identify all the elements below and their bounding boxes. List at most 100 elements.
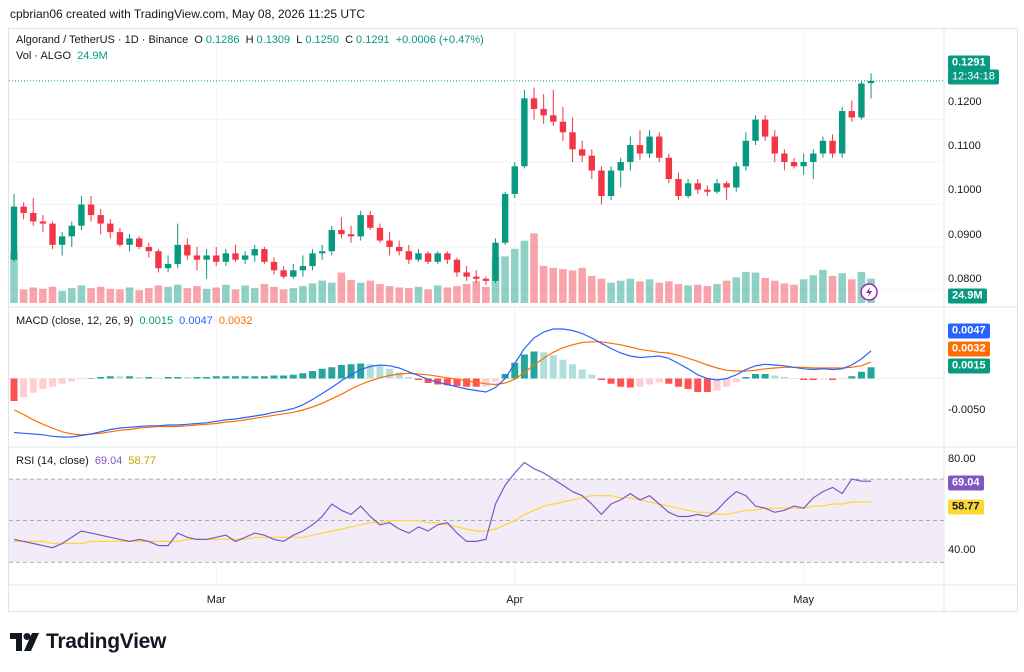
candle-body — [453, 259, 461, 273]
volume-bar — [270, 286, 278, 303]
macd-histogram-bar — [501, 374, 509, 379]
macd-histogram-bar — [366, 364, 374, 379]
volume-bar — [202, 288, 211, 303]
macd-histogram-bar — [29, 378, 37, 393]
candle-body — [733, 166, 740, 188]
volume-bar — [819, 269, 827, 303]
macd-histogram-bar — [87, 378, 95, 379]
macd-histogram-bar — [58, 378, 66, 384]
macd-label: MACD (close, 12, 26, 9) — [16, 315, 134, 327]
macd-histogram-bar — [597, 378, 605, 380]
volume-bar — [626, 278, 635, 303]
volume-bar — [559, 269, 567, 303]
volume-bar — [395, 287, 403, 303]
macd-histogram-bar — [405, 377, 413, 379]
x-axis-label-mar: Mar — [206, 594, 226, 606]
candle-body — [49, 223, 56, 245]
volume-bar — [125, 287, 134, 303]
candle-body — [270, 261, 278, 271]
chart-frame[interactable] — [8, 28, 1018, 612]
candle-body — [20, 206, 27, 213]
candle-body — [68, 225, 75, 237]
macd-histogram-bar — [154, 377, 162, 379]
brand-name: TradingView — [46, 630, 167, 653]
candle-body — [694, 183, 701, 190]
volume-bar — [173, 284, 182, 303]
macd-hist-tag: 0.0015 — [948, 358, 990, 374]
candle-body — [675, 179, 682, 196]
candle-body — [704, 189, 711, 192]
volume-bar — [58, 290, 66, 303]
candle-body — [482, 278, 490, 281]
candle-body — [10, 206, 18, 260]
rsi-tick: 80.00 — [948, 453, 976, 465]
candle-body — [107, 223, 114, 233]
volume-bar — [250, 288, 259, 303]
volume-bar — [10, 252, 18, 303]
macd-histogram-bar — [761, 374, 769, 379]
volume-bar — [665, 281, 673, 303]
symbol-title: Algorand / TetherUS · 1D · Binance — [16, 34, 189, 46]
macd-histogram-bar — [790, 378, 798, 379]
volume-bar — [684, 285, 692, 303]
macd-histogram-bar — [569, 364, 577, 379]
volume-bar — [87, 288, 95, 303]
candle-body — [771, 136, 778, 154]
volume-bar — [231, 289, 240, 303]
volume-value: 24.9M — [77, 50, 108, 62]
candle-body — [164, 263, 172, 269]
volume-bar — [828, 275, 837, 303]
volume-bar — [539, 265, 548, 303]
macd-histogram-bar — [520, 354, 528, 379]
macd-signal-tag: 0.0032 — [948, 341, 990, 357]
price-tick: 0.0800 — [948, 273, 982, 285]
volume-bar — [780, 283, 789, 303]
volume-bar — [674, 284, 683, 303]
macd-histogram-bar — [742, 377, 750, 379]
candle-body — [550, 115, 557, 122]
macd-histogram-bar — [203, 377, 211, 379]
macd-histogram-bar — [135, 377, 143, 379]
macd-histogram-bar — [241, 376, 249, 379]
volume-legend: Vol · ALGO 24.9M — [16, 50, 111, 62]
volume-bar — [96, 286, 105, 303]
macd-histogram-bar — [655, 378, 663, 383]
candle-body — [598, 170, 605, 196]
volume-bar — [655, 282, 664, 303]
candle-body — [800, 162, 807, 167]
candle-body — [540, 108, 547, 116]
candle-body — [444, 253, 451, 260]
macd-histogram-bar — [578, 369, 586, 379]
macd-histogram-bar — [347, 364, 355, 379]
candle-body — [232, 253, 239, 260]
candle-body — [386, 240, 393, 247]
candle-body — [627, 145, 634, 163]
volume-bar — [48, 286, 57, 303]
volume-bar — [154, 285, 163, 303]
candle-body — [116, 232, 124, 245]
macd-histogram-bar — [819, 378, 827, 380]
macd-histogram-bar — [222, 376, 230, 379]
candle-body — [424, 253, 432, 262]
macd-signal-line — [13, 341, 872, 436]
candle-body — [87, 204, 95, 216]
candle-body — [318, 251, 326, 254]
volume-bar — [799, 279, 808, 303]
macd-histogram-bar — [511, 362, 519, 379]
volume-bar — [453, 286, 461, 303]
volume-bar — [366, 280, 375, 303]
candle-body — [174, 244, 181, 264]
candle-body — [530, 98, 538, 109]
candle-body — [492, 242, 499, 281]
volume-bar — [106, 288, 115, 303]
volume-bar — [857, 271, 866, 303]
macd-line-value: 0.0047 — [179, 315, 213, 327]
tradingview-brand[interactable]: TradingView — [10, 630, 166, 654]
macd-histogram-bar — [39, 378, 47, 389]
macd-histogram-bar — [68, 378, 76, 382]
candle-body — [203, 255, 210, 260]
volume-bar — [809, 275, 818, 303]
candle-body — [578, 149, 586, 156]
candle-body — [135, 238, 143, 247]
